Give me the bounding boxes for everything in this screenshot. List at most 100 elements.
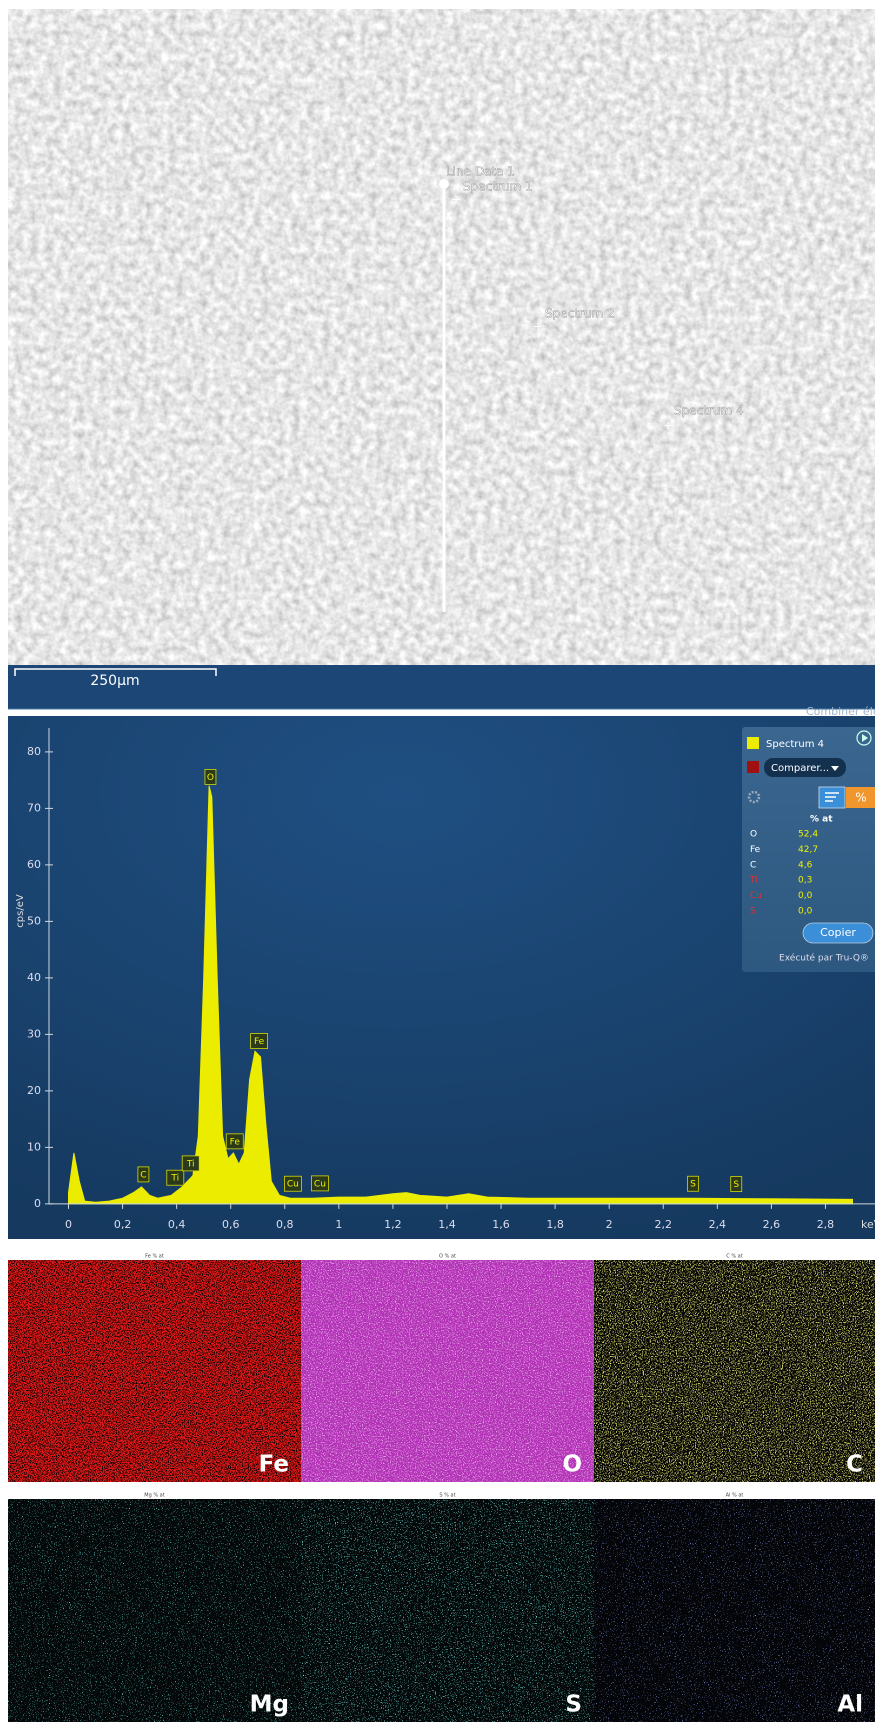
- point-marker: +: [451, 193, 461, 207]
- results-panel: Spectrum 4 Comparer... % % at O 52,4 Fe 42,…: [742, 727, 875, 972]
- list-icon: [825, 792, 839, 802]
- x-tick-label: 2,2: [655, 1218, 673, 1231]
- map-title: Mg % at: [144, 1493, 164, 1499]
- spectrum-panel: [8, 716, 875, 1239]
- element-name: Fe: [750, 845, 761, 855]
- x-tick-label: 0,4: [168, 1218, 186, 1231]
- x-tick-label: 1,2: [384, 1218, 402, 1231]
- element-name: C: [750, 860, 756, 870]
- peak-label-box: [687, 1175, 699, 1192]
- line-handle[interactable]: [439, 179, 449, 189]
- settings-icon[interactable]: [747, 790, 761, 804]
- point-label: Spectrum 2: [545, 307, 615, 321]
- map-title: Fe % at: [145, 1254, 164, 1260]
- map-speckle: [8, 1260, 301, 1482]
- peak-label-box: [311, 1175, 329, 1192]
- play-icon: [862, 734, 868, 742]
- map-title: S % at: [439, 1493, 455, 1499]
- x-tick-label: 1: [335, 1218, 342, 1231]
- peak-label: Ti: [170, 1174, 179, 1184]
- y-axis-label: cps/eV: [15, 894, 26, 928]
- map-speckle: [301, 1499, 594, 1722]
- percent-button[interactable]: [846, 787, 875, 808]
- toolbar-title: Combiner éléments: [806, 705, 875, 718]
- y-tick-label: 10: [27, 1140, 41, 1153]
- point-label: Spectrum 4: [674, 404, 744, 418]
- map-label: O: [562, 1452, 582, 1478]
- copy-label: Copier: [820, 926, 856, 939]
- line-label: Line Data 1: [446, 165, 515, 179]
- point-label: Spectrum 1: [463, 180, 533, 194]
- map-title: Al % at: [726, 1493, 744, 1499]
- spectrum-area: [67, 785, 854, 1205]
- y-tick-label: 60: [27, 858, 41, 871]
- percent-icon: %: [855, 791, 866, 805]
- map-speckle: [8, 1499, 301, 1722]
- y-tick-label: 20: [27, 1084, 41, 1097]
- map-speckle: [594, 1499, 875, 1722]
- play-button[interactable]: [856, 730, 872, 746]
- y-tick-label: 0: [34, 1197, 41, 1210]
- element-value: 0,3: [798, 876, 812, 886]
- peak-label: O: [207, 773, 214, 783]
- element-value: 4,6: [798, 860, 813, 870]
- element-name: Ti: [749, 876, 758, 886]
- element-value: 42,7: [798, 845, 818, 855]
- peak-label: C: [140, 1170, 146, 1180]
- map-label: Fe: [259, 1452, 289, 1478]
- point-marker: +: [533, 320, 543, 334]
- element-name: Cu: [750, 891, 762, 901]
- map-label: S: [565, 1692, 582, 1718]
- peak-label: Fe: [230, 1137, 241, 1147]
- y-tick-label: 70: [27, 801, 41, 814]
- scale-bar: [14, 668, 217, 676]
- x-tick-label: 1,4: [438, 1218, 456, 1231]
- x-tick-label: 0: [65, 1218, 72, 1231]
- peak-label: S: [690, 1180, 696, 1190]
- peak-label-box: [204, 769, 217, 785]
- x-tick-label: 1,8: [546, 1218, 564, 1231]
- map-speckle: [594, 1260, 875, 1482]
- x-tick-label: 0,6: [222, 1218, 240, 1231]
- element-name: S: [750, 907, 756, 917]
- map-speckle: [301, 1260, 594, 1482]
- x-tick-label: 0,2: [114, 1218, 132, 1231]
- x-tick-label: 2,4: [709, 1218, 727, 1231]
- peak-label-box: [283, 1175, 302, 1192]
- peak-label: Cu: [287, 1180, 299, 1190]
- x-tick-label: 1,6: [492, 1218, 510, 1231]
- y-tick-label: 50: [27, 914, 41, 927]
- peak-label-box: [166, 1169, 185, 1186]
- peak-label-box: [250, 1033, 269, 1049]
- scale-label: 250µm: [90, 673, 139, 689]
- element-value: 52,4: [798, 830, 818, 840]
- peak-label: S: [733, 1180, 739, 1190]
- peak-label: Cu: [314, 1179, 326, 1189]
- peak-label-box: [730, 1176, 743, 1192]
- column-header: % at: [810, 815, 833, 825]
- copy-button[interactable]: [802, 922, 874, 944]
- compare-swatch: [747, 761, 759, 773]
- y-tick-label: 40: [27, 971, 41, 984]
- dropdown-arrow: [831, 766, 839, 771]
- map-label: C: [846, 1452, 863, 1478]
- map-label: Al: [837, 1692, 863, 1718]
- peak-label-box: [137, 1166, 150, 1183]
- map-title: C % at: [726, 1254, 742, 1260]
- x-tick-label: 2: [606, 1218, 613, 1231]
- map-label: Mg: [250, 1692, 289, 1718]
- point-marker: +: [663, 419, 673, 433]
- peak-label-box: [225, 1133, 244, 1150]
- compare-dropdown[interactable]: [764, 758, 846, 777]
- peak-label-box: [181, 1155, 200, 1172]
- element-value: 0,0: [798, 907, 813, 917]
- peak-label: Ti: [186, 1159, 195, 1169]
- scale-band: [8, 665, 875, 709]
- legend-swatch: [747, 737, 759, 749]
- sem-image: [8, 9, 875, 665]
- y-tick-label: 80: [27, 745, 41, 758]
- y-tick-label: 30: [27, 1027, 41, 1040]
- x-tick-label: 0,8: [276, 1218, 294, 1231]
